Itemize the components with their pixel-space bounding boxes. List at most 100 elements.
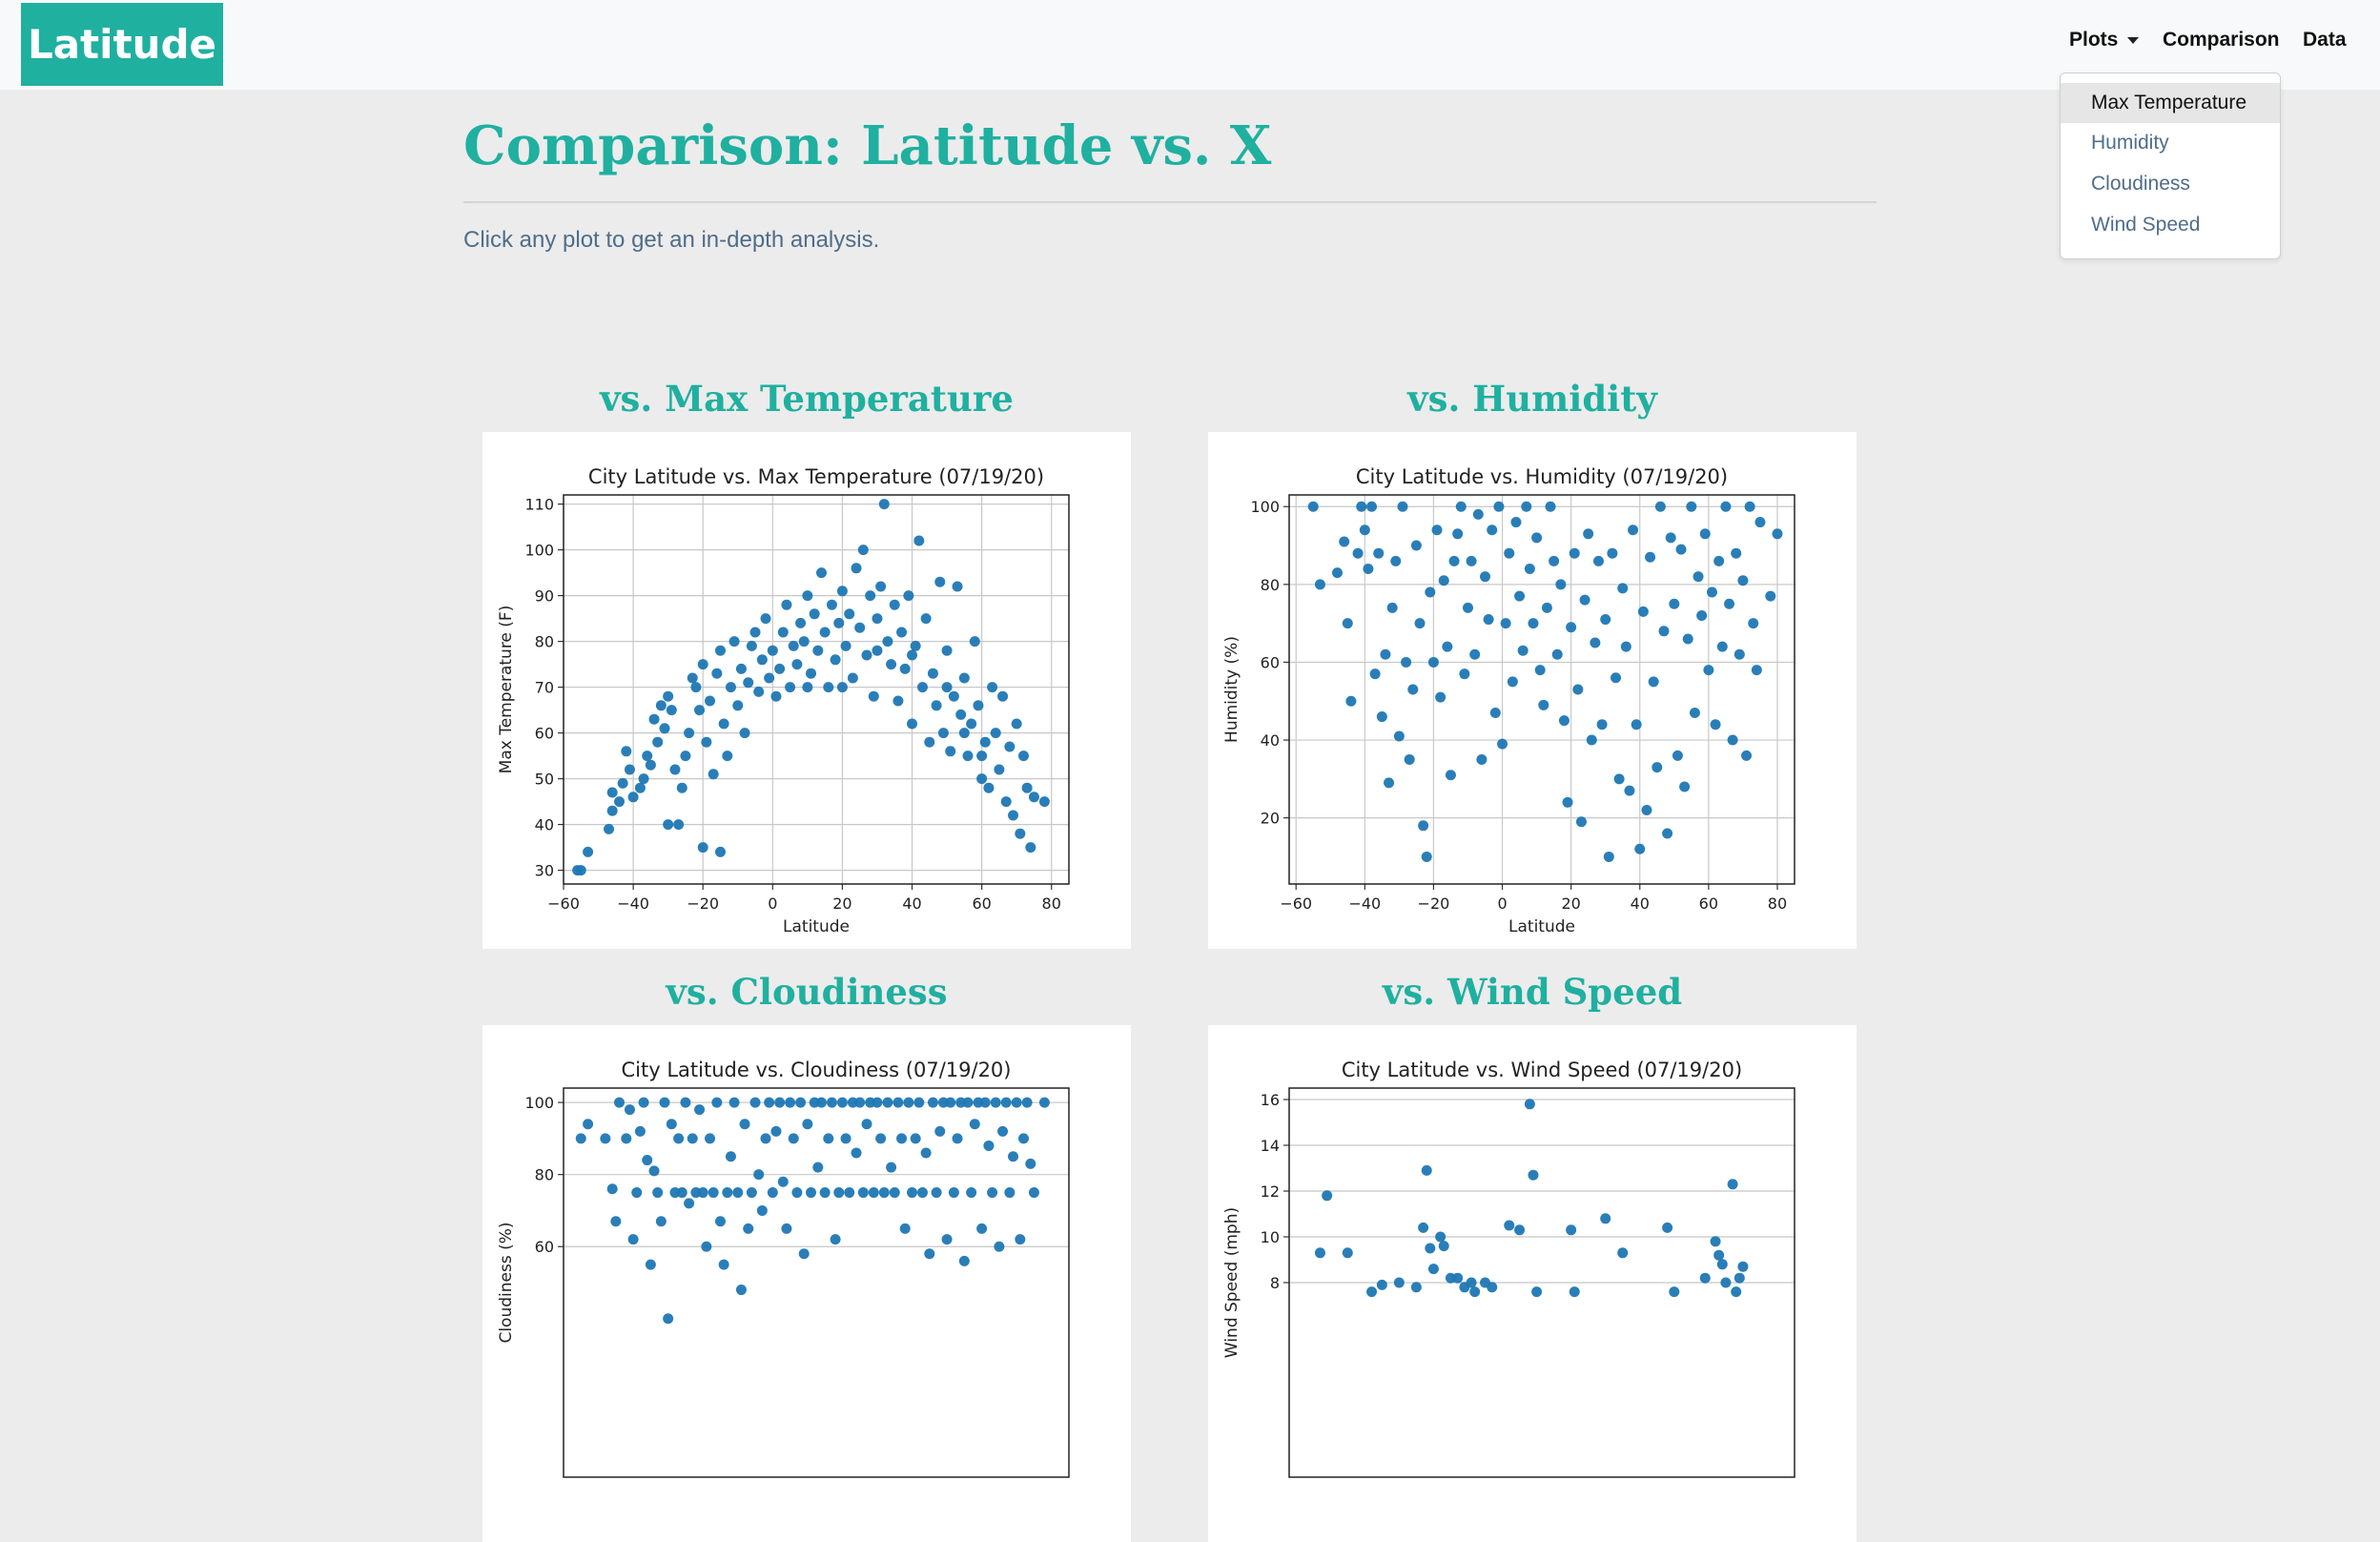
scatter-point xyxy=(958,672,970,684)
scatter-point xyxy=(907,1187,918,1199)
x-tick-label: −40 xyxy=(1348,894,1381,913)
scatter-point xyxy=(997,690,1009,702)
plot-card-wind[interactable]: 8 10 12 14 16 City Latitude vs. Wind Speed (0… xyxy=(1208,1025,1857,1542)
x-tick-label: 80 xyxy=(1768,894,1787,913)
scatter-point xyxy=(1538,699,1549,710)
scatter-point xyxy=(1421,851,1432,862)
scatter-point xyxy=(1480,571,1491,583)
scatter-point xyxy=(1607,547,1618,559)
scatter-point xyxy=(1386,602,1398,613)
scatter-point xyxy=(868,1187,879,1199)
scatter-point xyxy=(1710,1236,1721,1247)
scatter-point xyxy=(621,1133,632,1144)
scatter-point xyxy=(857,545,869,556)
scatter-point xyxy=(952,1133,963,1144)
scatter-point xyxy=(1425,586,1436,598)
scatter-point xyxy=(676,1187,687,1199)
scatter-point xyxy=(1342,1247,1353,1259)
scatter-point xyxy=(718,718,729,730)
scatter-point xyxy=(840,640,851,651)
x-tick-label: 0 xyxy=(768,894,777,913)
scatter-point xyxy=(1628,524,1639,536)
scatter-point xyxy=(767,645,778,656)
scatter-point xyxy=(994,764,1005,775)
x-tick-label: −60 xyxy=(547,894,580,913)
scatter-point xyxy=(1028,792,1039,803)
scatter-point xyxy=(739,728,750,739)
scatter-point xyxy=(1558,715,1570,727)
scatter-point xyxy=(1448,555,1460,566)
scatter-point xyxy=(684,1198,695,1209)
scatter-point xyxy=(575,1133,586,1144)
scatter-point xyxy=(1696,609,1708,621)
scatter-point xyxy=(1472,508,1484,520)
scatter-point xyxy=(836,682,848,693)
scatter-point xyxy=(1011,1097,1022,1108)
dropdown-item-max-temperature[interactable]: Max Temperature xyxy=(2061,83,2280,123)
scatter-point xyxy=(781,599,792,610)
scatter-point xyxy=(1579,594,1590,606)
section-title-temperature: vs. Max Temperature xyxy=(600,378,1014,420)
scatter-point xyxy=(1566,1224,1577,1236)
scatter-point xyxy=(920,1147,932,1159)
scatter-point xyxy=(1314,1247,1325,1259)
scatter-point xyxy=(572,865,584,876)
scatter-point xyxy=(753,1169,765,1181)
chart-title: City Latitude vs. Humidity (07/19/20) xyxy=(1356,465,1728,488)
plot-frame xyxy=(563,494,1070,885)
scatter-point xyxy=(1658,626,1670,637)
dropdown-item-humidity[interactable]: Humidity xyxy=(2091,132,2169,154)
plots-dropdown-menu: Max Temperature Humidity Cloudiness Wind… xyxy=(2060,72,2281,259)
chart-title: City Latitude vs. Wind Speed (07/19/20) xyxy=(1342,1059,1742,1081)
scatter-point xyxy=(634,782,646,793)
scatter-point xyxy=(907,718,918,730)
scatter-point xyxy=(684,728,695,739)
y-tick-label: 30 xyxy=(535,862,554,880)
scatter-point xyxy=(1727,1179,1738,1190)
scatter-point xyxy=(673,819,685,831)
scatter-point xyxy=(969,1119,980,1130)
chart-title: City Latitude vs. Cloudiness (07/19/20) xyxy=(622,1059,1012,1081)
scatter-plot: 8 10 12 14 16 City Latitude vs. Wind Speed (0… xyxy=(1222,1059,1795,1478)
scatter-point xyxy=(1727,734,1738,746)
scatter-point xyxy=(722,1187,733,1199)
scatter-point xyxy=(948,1187,959,1199)
scatter-point xyxy=(606,787,618,798)
scatter-point xyxy=(613,1097,625,1108)
scatter-point xyxy=(937,728,949,739)
plot-card-temperature[interactable]: −60 −40 −20 0 20 40 60 80 30 40 50 60 70 80 90 100 110 Ci… xyxy=(482,432,1131,949)
scatter-point xyxy=(631,1187,643,1199)
scatter-point xyxy=(1551,648,1563,660)
scatter-point xyxy=(1384,777,1395,789)
scatter-point xyxy=(1431,524,1443,536)
brand-logo[interactable]: Latitude xyxy=(21,3,223,86)
plot-card-cloudiness[interactable]: 60 80 100 City Latitude vs. Cloudiness (07/… xyxy=(482,1025,1131,1542)
nav-plots-dropdown[interactable]: Plots xyxy=(2069,29,2140,51)
scatter-point xyxy=(655,700,667,711)
scatter-point xyxy=(627,792,639,803)
scatter-point xyxy=(1435,691,1446,703)
y-tick-label: 80 xyxy=(535,633,554,651)
scatter-point xyxy=(987,682,998,693)
scatter-point xyxy=(927,668,938,679)
plot-card-humidity[interactable]: −60 −40 −20 0 20 40 60 80 20 40 60 80 100 City Latitu… xyxy=(1208,432,1857,949)
scatter-point xyxy=(886,1162,897,1173)
scatter-point xyxy=(659,723,670,734)
scatter-point xyxy=(840,1133,851,1144)
scatter-point xyxy=(833,1187,845,1199)
scatter-point xyxy=(788,640,799,651)
scatter-point xyxy=(969,636,980,648)
dropdown-item-wind-speed[interactable]: Wind Speed xyxy=(2091,214,2201,236)
scatter-point xyxy=(785,1097,796,1108)
scatter-point xyxy=(1397,501,1408,512)
scatter-point xyxy=(798,1248,810,1260)
scatter-point xyxy=(1693,571,1704,583)
scatter-point xyxy=(802,590,813,602)
y-tick-label: 70 xyxy=(535,679,554,697)
scatter-point xyxy=(1765,590,1776,602)
dropdown-item-cloudiness[interactable]: Cloudiness xyxy=(2091,173,2190,195)
scatter-point xyxy=(708,769,719,780)
page-subtitle: Click any plot to get an in-depth analys… xyxy=(463,227,880,253)
nav-comparison[interactable]: Comparison xyxy=(2163,29,2280,51)
nav-data[interactable]: Data xyxy=(2303,29,2347,51)
